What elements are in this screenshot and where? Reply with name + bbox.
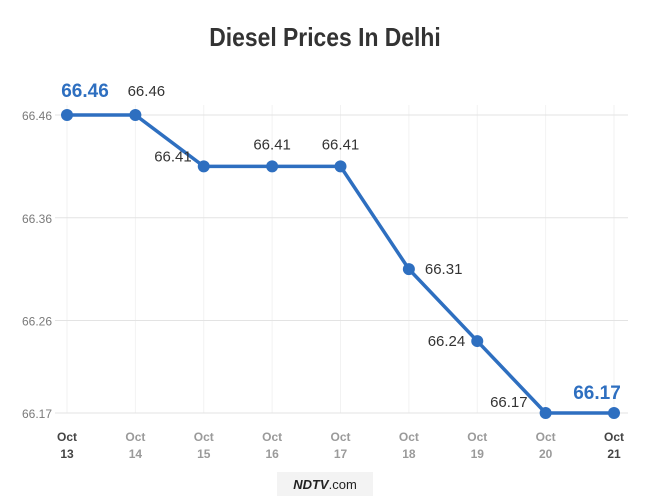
data-point xyxy=(266,160,279,173)
x-tick-label: Oct xyxy=(467,430,487,444)
x-tick-label: 17 xyxy=(334,447,348,461)
data-point xyxy=(197,160,210,173)
watermark-suffix: .com xyxy=(328,476,357,492)
ndtv-watermark-logo: NDTV .com xyxy=(277,472,373,496)
x-tick-label: Oct xyxy=(330,430,350,444)
chart-title: Diesel Prices In Delhi xyxy=(209,22,441,52)
x-tick-label: 18 xyxy=(402,447,416,461)
x-tick-label: 16 xyxy=(265,447,279,461)
y-tick-label: 66.17 xyxy=(22,407,52,421)
x-tick-label: 19 xyxy=(471,447,485,461)
x-tick-label: 14 xyxy=(129,447,143,461)
data-point xyxy=(61,109,73,121)
data-label: 66.41 xyxy=(154,148,192,165)
data-label: 66.24 xyxy=(428,333,466,350)
data-point xyxy=(608,407,620,419)
data-point xyxy=(471,335,484,348)
data-label: 66.31 xyxy=(425,261,463,278)
data-point xyxy=(539,407,552,419)
x-tick-label: Oct xyxy=(536,430,556,444)
line-chart: 66.17 66.26 66.36 66.46 Oct 13 Oct 14 Oct 15 Oct 16… xyxy=(22,81,628,461)
data-label: 66.46 xyxy=(61,81,109,102)
data-label: 66.41 xyxy=(322,136,360,153)
data-label: 66.17 xyxy=(573,383,621,404)
data-label: 66.41 xyxy=(253,136,291,153)
data-label: 66.46 xyxy=(128,83,166,100)
x-tick-label: 21 xyxy=(607,447,621,461)
x-tick-label: Oct xyxy=(194,430,214,444)
x-tick-label: 20 xyxy=(539,447,553,461)
data-point xyxy=(129,109,142,121)
watermark-brand: NDTV xyxy=(293,476,329,492)
x-tick-label: Oct xyxy=(57,430,77,444)
x-tick-label: Oct xyxy=(604,430,624,444)
x-tick-label: 13 xyxy=(60,447,74,461)
data-point xyxy=(402,263,415,276)
data-label: 66.17 xyxy=(490,394,528,411)
y-tick-label: 66.36 xyxy=(22,212,52,226)
x-tick-label: Oct xyxy=(399,430,419,444)
y-tick-label: 66.46 xyxy=(22,109,52,123)
y-tick-label: 66.26 xyxy=(22,315,52,329)
x-tick-label: Oct xyxy=(125,430,145,444)
x-tick-label: Oct xyxy=(262,430,282,444)
data-point xyxy=(334,160,347,173)
x-tick-label: 15 xyxy=(197,447,211,461)
